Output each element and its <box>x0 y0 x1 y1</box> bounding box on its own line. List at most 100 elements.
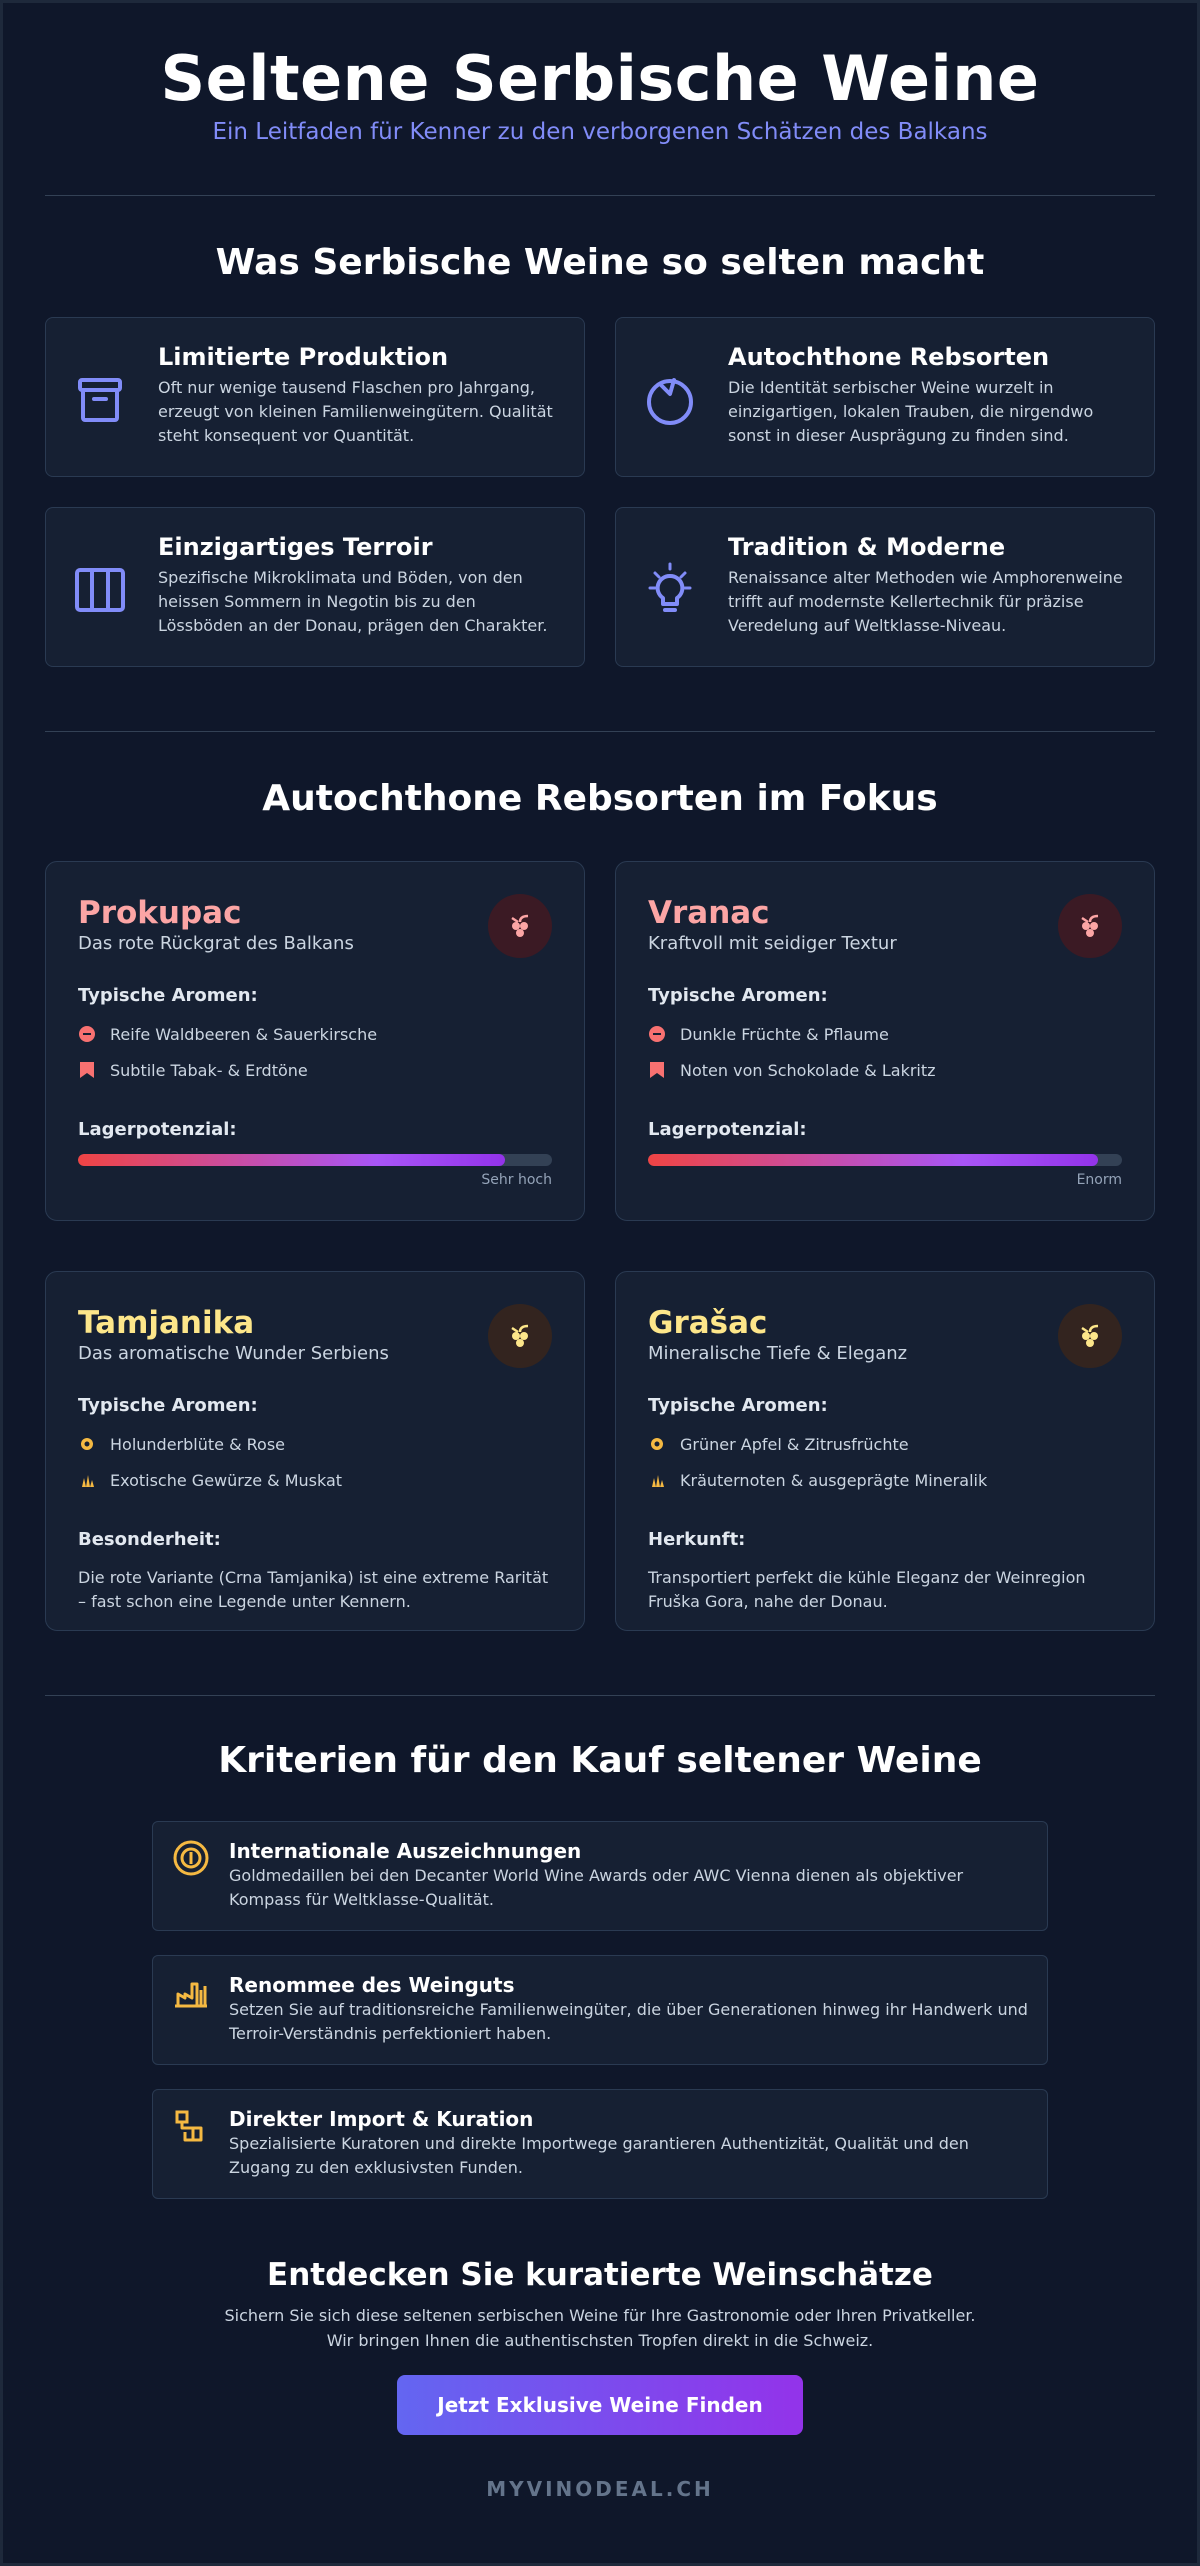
criteria-card-winery: Renommee des Weinguts Setzen Sie auf tra… <box>152 1955 1048 2065</box>
cta-text-line-2: Wir bringen Ihnen die authentischsten Tr… <box>326 2331 874 2350</box>
grapes-icon <box>511 914 529 937</box>
grape-circle-icon <box>647 378 693 425</box>
aroma-item: Grüner Apfel & Zitrusfrüchte <box>648 1426 1122 1462</box>
aroma-item: Subtile Tabak- & Erdtöne <box>78 1052 552 1088</box>
grape-name: Vranac <box>648 895 770 931</box>
storage-bar <box>78 1154 552 1166</box>
aroma-text: Noten von Schokolade & Lakritz <box>680 1060 936 1080</box>
divider <box>45 195 1155 196</box>
criteria-text: Goldmedaillen bei den Decanter World Win… <box>229 1866 964 1909</box>
extra-text: Transportiert perfekt die kühle Eleganz … <box>648 1568 1086 1611</box>
aroma-text: Kräuternoten & ausgeprägte Mineralik <box>680 1470 988 1490</box>
minus-circle-icon <box>78 1025 96 1043</box>
criteria-section: Kriterien für den Kauf seltener Weine In… <box>3 1740 1197 2199</box>
winery-icon <box>175 1982 207 2008</box>
criteria-text: Setzen Sie auf traditionsreiche Familien… <box>229 2000 1028 2043</box>
grape-tagline: Kraftvoll mit seidiger Textur <box>648 933 897 954</box>
aroma-text: Subtile Tabak- & Erdtöne <box>110 1060 308 1080</box>
spice-icon <box>648 1471 666 1489</box>
why-section: Was Serbische Weine so selten macht Limi… <box>45 242 1155 667</box>
feature-card-varieties: Autochthone Rebsorten Die Identität serb… <box>615 317 1155 477</box>
aromas-heading: Typische Aromen: <box>648 1395 828 1416</box>
aroma-item: Holunderblüte & Rose <box>78 1426 552 1462</box>
criteria-card-awards: Internationale Auszeichnungen Goldmedail… <box>152 1821 1048 1931</box>
grapes-section: Autochthone Rebsorten im Fokus Prokupac … <box>45 778 1155 1631</box>
criteria-heading: Internationale Auszeichnungen <box>229 1839 582 1863</box>
grape-card-tamjanika: Tamjanika Das aromatische Wunder Serbien… <box>45 1271 585 1631</box>
storage-label: Sehr hoch <box>481 1172 552 1188</box>
import-icon <box>175 2110 203 2142</box>
aroma-item: Noten von Schokolade & Lakritz <box>648 1052 1122 1088</box>
columns-icon <box>75 568 125 612</box>
grapes-icon <box>1081 914 1099 937</box>
aroma-item: Reife Waldbeeren & Sauerkirsche <box>78 1016 552 1052</box>
criteria-heading: Direkter Import & Kuration <box>229 2107 534 2131</box>
grape-badge-icon <box>488 894 552 958</box>
feature-text: Oft nur wenige tausend Flaschen pro Jahr… <box>158 378 553 445</box>
grape-badge-icon <box>488 1304 552 1368</box>
extra-heading: Besonderheit: <box>78 1529 221 1550</box>
aroma-item: Dunkle Früchte & Pflaume <box>648 1016 1122 1052</box>
aroma-text: Exotische Gewürze & Muskat <box>110 1470 343 1490</box>
feature-title: Limitierte Produktion <box>158 343 449 371</box>
feature-text: Spezifische Mikroklimata und Böden, von … <box>158 568 548 635</box>
flower-icon <box>78 1435 96 1453</box>
storage-heading: Lagerpotenzial: <box>648 1119 807 1140</box>
criteria-heading: Renommee des Weinguts <box>229 1973 515 1997</box>
feature-text: Die Identität serbischer Weine wurzelt i… <box>728 378 1094 445</box>
minus-circle-icon <box>648 1025 666 1043</box>
cta-title: Entdecken Sie kuratierte Weinschätze <box>267 2257 933 2293</box>
grapes-title: Autochthone Rebsorten im Fokus <box>262 778 938 819</box>
criteria-text: Spezialisierte Kuratoren und direkte Imp… <box>229 2134 969 2177</box>
page-title: Seltene Serbische Weine <box>160 42 1040 115</box>
grapes-icon <box>1081 1324 1099 1347</box>
grape-card-grasac: Grašac Mineralische Tiefe & Eleganz Typi… <box>615 1271 1155 1631</box>
hero: Seltene Serbische Weine Ein Leitfaden fü… <box>3 3 1197 147</box>
grape-badge-icon <box>1058 1304 1122 1368</box>
flower-icon <box>648 1435 666 1453</box>
archive-box-icon <box>78 378 122 422</box>
aroma-text: Reife Waldbeeren & Sauerkirsche <box>110 1024 378 1044</box>
feature-card-production: Limitierte Produktion Oft nur wenige tau… <box>45 317 585 477</box>
medal-icon <box>173 1840 209 1876</box>
storage-bar-fill <box>648 1154 1099 1166</box>
aroma-item: Kräuternoten & ausgeprägte Mineralik <box>648 1462 1122 1498</box>
grape-tagline: Mineralische Tiefe & Eleganz <box>648 1343 908 1364</box>
grape-name: Grašac <box>648 1305 768 1341</box>
aroma-item: Exotische Gewürze & Muskat <box>78 1462 552 1498</box>
divider <box>45 1695 1155 1696</box>
lightbulb-icon <box>648 562 692 612</box>
grape-name: Prokupac <box>78 895 242 931</box>
cta-button[interactable]: Jetzt Exklusive Weine Finden <box>397 2375 803 2435</box>
feature-card-tradition: Tradition & Moderne Renaissance alter Me… <box>615 507 1155 667</box>
grape-badge-icon <box>1058 894 1122 958</box>
aromas-heading: Typische Aromen: <box>78 1395 258 1416</box>
feature-title: Autochthone Rebsorten <box>728 343 1050 371</box>
aromas-heading: Typische Aromen: <box>78 985 258 1006</box>
why-title: Was Serbische Weine so selten macht <box>215 242 985 283</box>
cta-section: Entdecken Sie kuratierte Weinschätze Sic… <box>3 2257 1197 2435</box>
divider <box>45 731 1155 732</box>
storage-bar-fill <box>78 1154 505 1166</box>
grape-name: Tamjanika <box>78 1305 255 1341</box>
bookmark-icon <box>648 1061 666 1079</box>
aroma-text: Grüner Apfel & Zitrusfrüchte <box>680 1434 909 1454</box>
extra-heading: Herkunft: <box>648 1529 746 1550</box>
grape-tagline: Das aromatische Wunder Serbiens <box>78 1343 389 1364</box>
storage-heading: Lagerpotenzial: <box>78 1119 237 1140</box>
aromas-heading: Typische Aromen: <box>648 985 828 1006</box>
criteria-card-import: Direkter Import & Kuration Spezialisiert… <box>152 2089 1048 2199</box>
feature-title: Tradition & Moderne <box>728 533 1006 561</box>
grape-card-vranac: Vranac Kraftvoll mit seidiger Textur Typ… <box>615 861 1155 1221</box>
extra-text: Die rote Variante (Crna Tamjanika) ist e… <box>78 1568 549 1611</box>
grapes-icon <box>511 1324 529 1347</box>
footer-brand: MYVINODEAL.CH <box>486 2477 714 2501</box>
bookmark-icon <box>78 1061 96 1079</box>
cta-text-line-1: Sichern Sie sich diese seltenen serbisch… <box>224 2306 976 2325</box>
criteria-title: Kriterien für den Kauf seltener Weine <box>218 1740 982 1781</box>
storage-bar <box>648 1154 1122 1166</box>
page-subtitle: Ein Leitfaden für Kenner zu den verborge… <box>212 119 988 145</box>
feature-card-terroir: Einzigartiges Terroir Spezifische Mikrok… <box>45 507 585 667</box>
grape-card-prokupac: Prokupac Das rote Rückgrat des Balkans T… <box>45 861 585 1221</box>
